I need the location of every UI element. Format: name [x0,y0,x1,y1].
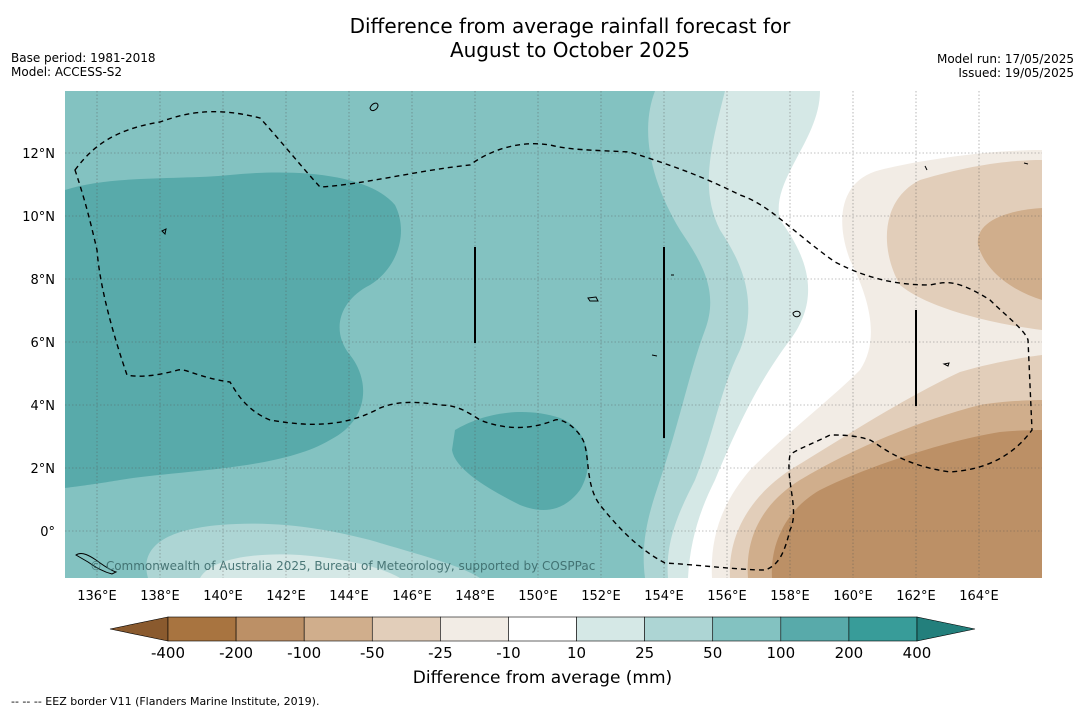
lon-label: 142°E [266,589,306,604]
lat-label: 10°N [22,210,55,225]
lon-label: 158°E [770,589,810,604]
colorbar [109,616,976,642]
marker-bars [474,247,917,438]
colorbar-swatch [644,616,714,642]
lon-label: 146°E [392,589,432,604]
colorbar-title: Difference from average (mm) [412,668,673,688]
lon-label: 150°E [518,589,558,604]
meta-left: Base period: 1981-2018 Model: ACCESS-S2 [11,51,156,79]
footer-legend-note: -- -- -- EEZ border V11 (Flanders Marine… [11,695,320,708]
lon-label: 160°E [833,589,873,604]
colorbar-swatch [780,616,850,642]
colorbar-tick-label: 10 [567,644,586,662]
lon-axis: 136°E 138°E 140°E 142°E 144°E 146°E 148°… [77,589,999,604]
colorbar-labels: -400 -200 -100 -50 -25 -10 10 25 50 100 200 400 [151,644,931,662]
map-plot-area: © Commonwealth of Australia 2025, Bureau… [65,91,1042,578]
lon-label: 148°E [455,589,495,604]
model-run-text: Model run: 17/05/2025 [936,52,1074,66]
lon-label: 164°E [959,589,999,604]
lat-label: 0° [40,525,55,540]
colorbar-tick-label: -50 [360,644,385,662]
chart-title: Difference from average rainfall forecas… [300,14,840,62]
lon-label: 154°E [644,589,684,604]
lat-label: 12°N [22,147,55,162]
colorbar-swatch [371,616,441,642]
base-period-text: Base period: 1981-2018 [11,51,156,65]
lat-label: 6°N [31,336,56,351]
colorbar-swatch [712,616,782,642]
colorbar-swatch [167,616,237,642]
colorbar-tick-label: -400 [151,644,185,662]
colorbar-tick-label: 200 [835,644,864,662]
copyright-text: © Commonwealth of Australia 2025, Bureau… [90,559,595,573]
lon-label: 162°E [896,589,936,604]
title-line-1: Difference from average rainfall forecas… [349,14,791,38]
colorbar-tick-label: 400 [903,644,932,662]
colorbar-swatch [848,616,918,642]
colorbar-extend-high [916,616,976,642]
colorbar-tick-label: -10 [496,644,521,662]
meta-right: Model run: 17/05/2025 Issued: 19/05/2025 [937,52,1074,80]
colorbar-swatch [303,616,373,642]
issued-text: Issued: 19/05/2025 [958,66,1074,80]
colorbar-tick-label: -100 [287,644,321,662]
colorbar-tick-label: -25 [428,644,453,662]
field-neg-100-50-north [977,208,1042,300]
colorbar-tick-label: -200 [219,644,253,662]
lon-label: 144°E [329,589,369,604]
lon-label: 136°E [77,589,117,604]
field-10-25-south [200,554,400,578]
gridlines [65,91,1042,578]
colorbar-swatch [235,616,305,642]
lat-axis: 12°N 10°N 8°N 6°N 4°N 2°N 0° [22,147,55,540]
colorbar-tick-label: 25 [635,644,654,662]
model-text: Model: ACCESS-S2 [11,65,123,79]
eez-border [74,110,1033,571]
field-100-200 [65,172,401,488]
lon-label: 140°E [203,589,243,604]
field-neg-200-100 [771,430,1042,578]
field-100-200-central [452,411,589,510]
colorbar-tick-label: 100 [766,644,795,662]
colorbar-extend-low [109,616,169,642]
colorbar-swatch [508,616,577,642]
lon-label: 152°E [581,589,621,604]
lat-label: 8°N [31,273,56,288]
lat-label: 2°N [31,462,56,477]
lat-label: 4°N [31,399,56,414]
lon-label: 138°E [140,589,180,604]
colorbar-swatch [576,616,645,642]
colorbar-tick-label: 50 [703,644,722,662]
islands [75,102,1029,575]
title-line-2: August to October 2025 [449,38,691,62]
colorbar-swatch [440,616,509,642]
lon-label: 156°E [707,589,747,604]
